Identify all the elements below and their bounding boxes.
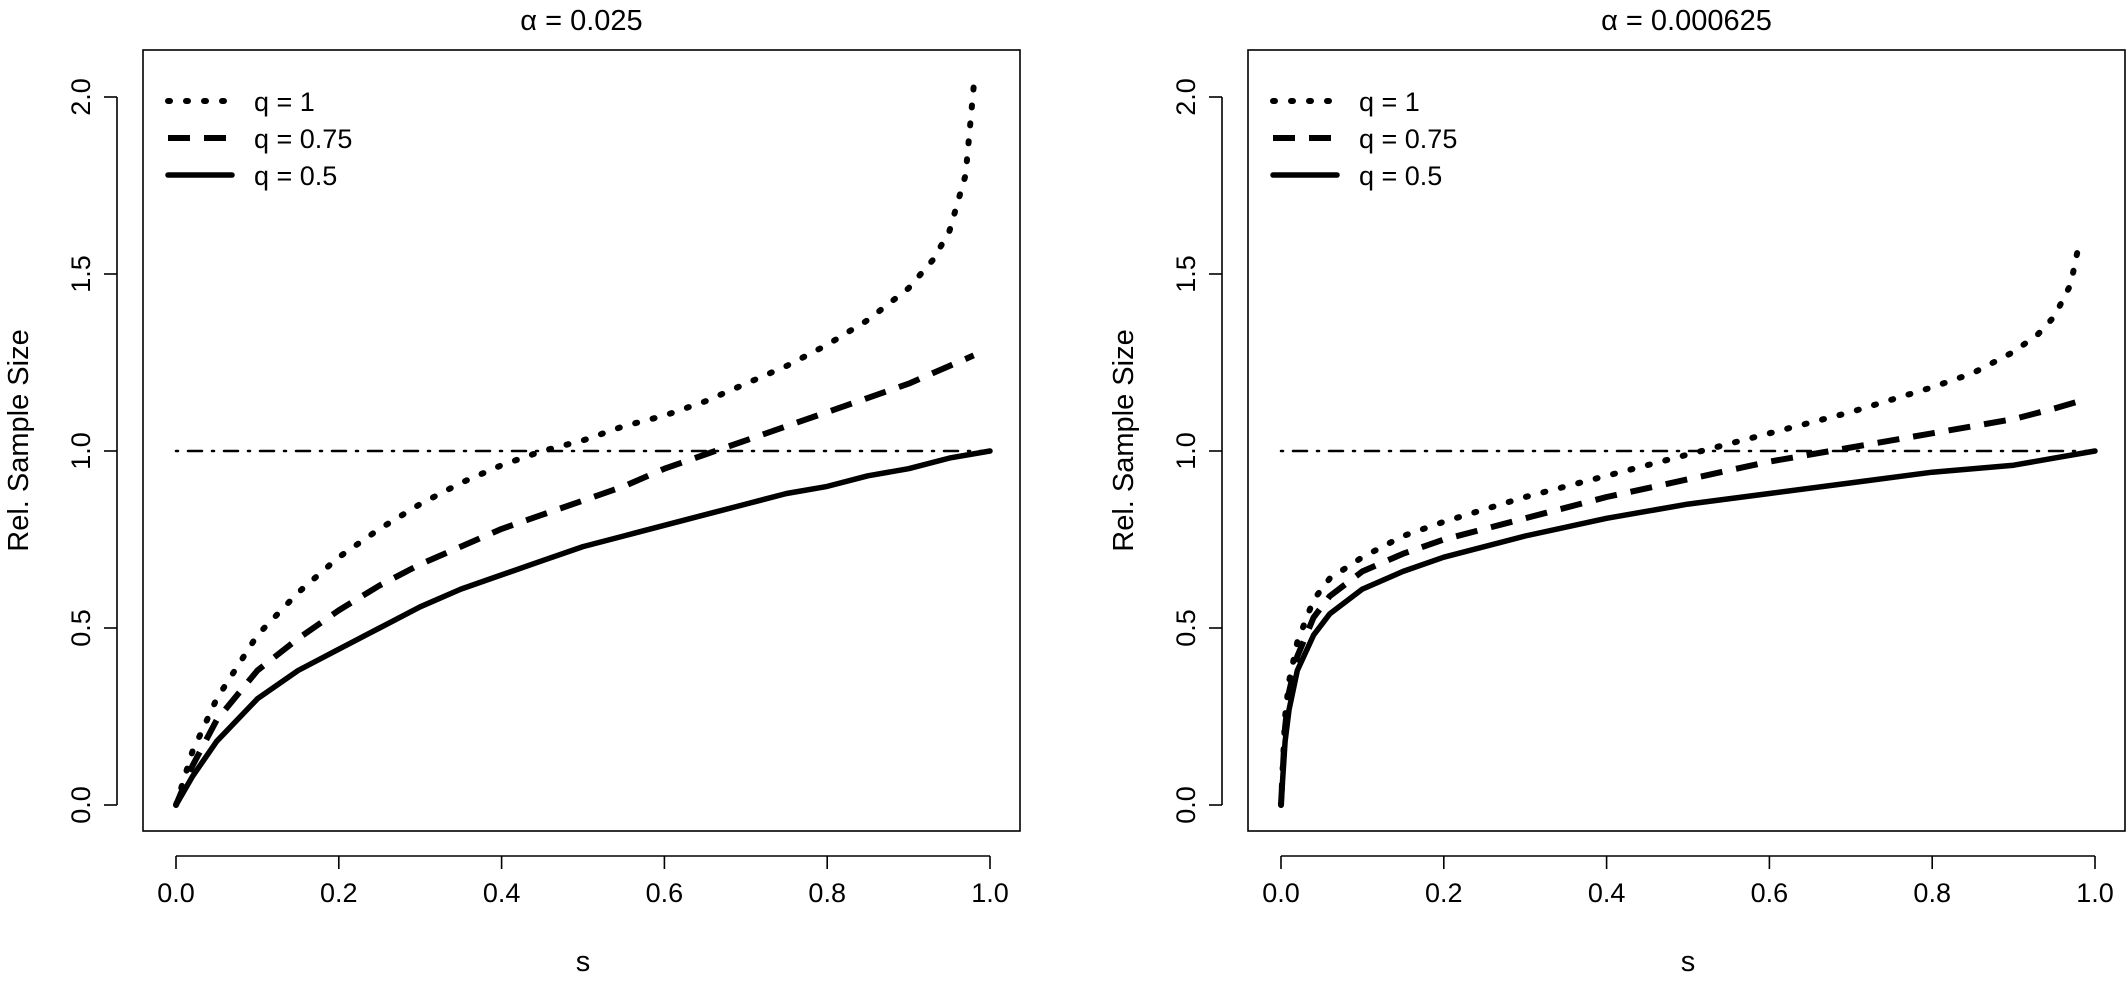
series-line-dashed — [173, 352, 975, 807]
series-line-solid — [1278, 448, 2098, 808]
y-tick-label: 0.5 — [1171, 609, 1201, 647]
series-line-dotted — [173, 83, 977, 808]
series-line-solid — [173, 448, 993, 808]
x-tick-label: 0.2 — [1425, 878, 1463, 908]
legend-label: q = 1 — [254, 87, 315, 117]
y-tick-label: 0.0 — [66, 786, 96, 824]
y-tick-label: 2.0 — [66, 78, 96, 116]
x-tick-label: 0.6 — [1751, 878, 1789, 908]
y-tick-label: 2.0 — [1171, 78, 1201, 116]
x-tick-label: 0.2 — [320, 878, 358, 908]
x-tick-label: 0.8 — [808, 878, 846, 908]
y-tick-label: 1.5 — [66, 255, 96, 293]
x-axis-label: s — [1681, 946, 1696, 978]
series-line-dashed — [1278, 398, 2080, 806]
x-axis-label: s — [576, 946, 591, 978]
legend-label: q = 0.75 — [254, 124, 352, 154]
chart-title: α = 0.000625 — [1601, 5, 1772, 37]
x-tick-label: 0.8 — [1913, 878, 1951, 908]
x-tick-label: 1.0 — [2076, 878, 2114, 908]
y-tick-label: 0.5 — [66, 609, 96, 647]
x-tick-label: 0.4 — [1588, 878, 1626, 908]
chart-title: α = 0.025 — [520, 5, 642, 37]
y-tick-label: 1.0 — [66, 432, 96, 470]
y-tick-label: 0.0 — [1171, 786, 1201, 824]
plot-frame — [142, 49, 1021, 832]
x-tick-label: 0.0 — [157, 878, 195, 908]
y-tick-label: 1.0 — [1171, 432, 1201, 470]
y-tick-label: 1.5 — [1171, 255, 1201, 293]
panel-2: α = 0.000625 0.0 0.2 0.4 0.6 0.8 1.0 s 0.0 0.5 1.0… — [1108, 5, 2126, 978]
legend-label: q = 0.75 — [1359, 124, 1457, 154]
series-line-dotted — [1278, 242, 2082, 808]
x-tick-label: 0.6 — [646, 878, 684, 908]
legend-label: q = 0.5 — [1359, 161, 1442, 191]
x-tick-label: 0.0 — [1262, 878, 1300, 908]
plot-frame — [1247, 49, 2126, 832]
legend-label: q = 0.5 — [254, 161, 337, 191]
x-tick-label: 1.0 — [971, 878, 1009, 908]
panel-1: α = 0.025 0.0 0.2 0.4 0.6 0.8 1.0 s 0.0 0.5 1.0 1.5… — [3, 5, 1021, 978]
legend-label: q = 1 — [1359, 87, 1420, 117]
x-tick-label: 0.4 — [483, 878, 521, 908]
y-axis-label: Rel. Sample Size — [3, 329, 35, 551]
y-axis-label: Rel. Sample Size — [1108, 329, 1140, 551]
